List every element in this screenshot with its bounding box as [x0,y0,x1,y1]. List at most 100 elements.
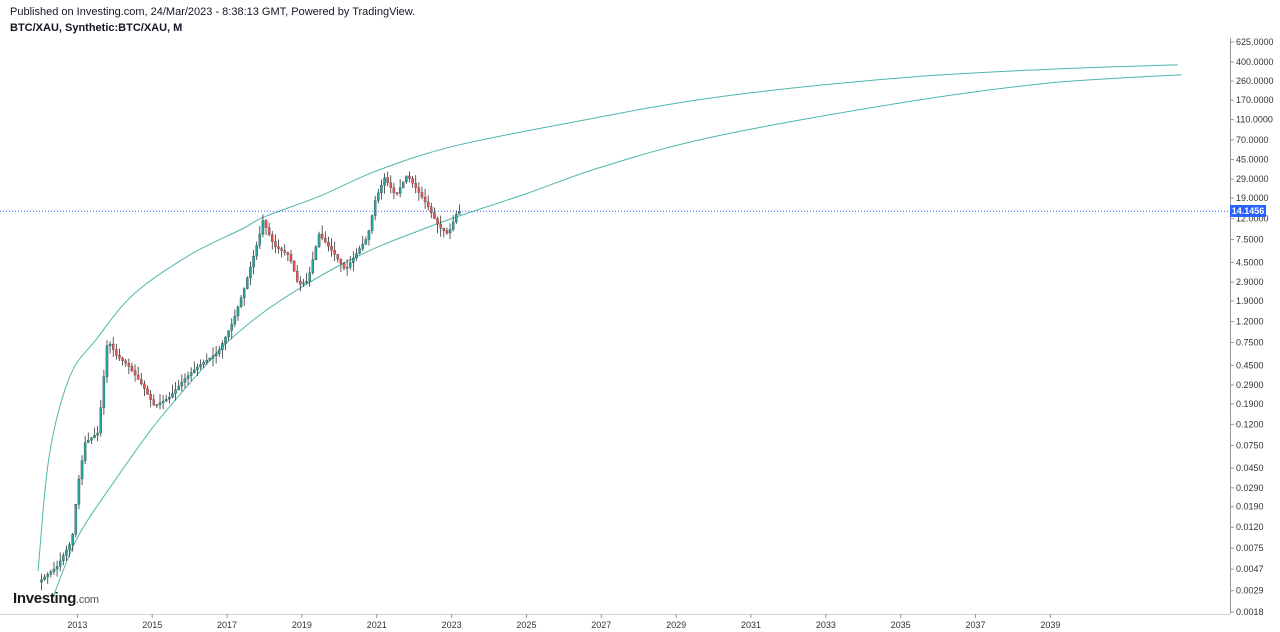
candle-body-up [345,267,349,269]
candle [90,437,93,444]
price-axis[interactable]: 625.0000 400.0000 260.0000 170.0000 110.0000… [1230,37,1274,617]
x-tick-label: 2015 [142,620,162,630]
candle-body-up [233,315,237,325]
candle [111,337,115,358]
candle [87,432,90,443]
candle-body-up [174,389,177,394]
candle-body-down [146,388,149,395]
candle [168,391,171,404]
candle-body-up [242,288,246,298]
candle-body-down [324,237,327,243]
candle-body-up [171,393,174,398]
candle-body-down [408,175,411,179]
candle [373,195,377,221]
candle-body-down [152,399,156,406]
lower-arc-line [52,74,1182,598]
candle [58,552,62,572]
candle-body-down [111,343,115,350]
candle-body-up [377,192,380,201]
y-tick-label: 0.0029 [1236,586,1264,596]
x-tick-label: 2039 [1040,620,1060,630]
candle-body-up [261,220,265,235]
candle [314,245,318,261]
y-tick-label: 400.0000 [1236,57,1274,67]
investing-logo: Investing.com [13,590,99,607]
candle [295,264,299,284]
candle [152,394,156,406]
candle-body-up [236,306,240,317]
candle [52,561,56,575]
candle [342,261,346,271]
candle [308,266,311,287]
candle [161,394,165,410]
candle-body-up [211,355,215,359]
candle-body-down [320,233,324,239]
candle-body-up [158,402,162,405]
candle [292,260,296,272]
candle [439,215,442,237]
candle [389,175,393,194]
candle-body-up [62,555,65,562]
candle-body-up [355,253,358,259]
x-tick-label: 2019 [292,620,312,630]
candle-body-up [246,277,249,289]
candle-body-up [214,353,218,357]
candle [99,400,103,437]
candle [377,188,380,204]
candle-body-up [108,343,112,346]
upper-arc-line [37,64,1178,572]
candle [423,188,427,209]
candle-body-down [299,281,302,285]
candle-body-up [186,375,190,379]
candle [77,474,81,510]
candle-body-down [423,197,427,203]
candle [133,364,137,382]
y-tick-label: 0.1200 [1236,419,1264,429]
y-tick-label: 2.9000 [1236,277,1264,287]
candle [96,425,99,442]
candle-body-down [420,192,424,198]
candle-body-up [199,364,202,368]
y-tick-label: 4.5000 [1236,257,1264,267]
candle [402,181,405,189]
candle [311,251,315,275]
y-tick-label: 45.0000 [1236,155,1269,165]
candle-body-up [230,323,233,331]
candle [355,248,358,261]
y-tick-label: 70.0000 [1236,135,1269,145]
candle-body-down [411,178,414,184]
candle [68,542,71,558]
candle [121,356,124,366]
candle-body-down [289,254,293,262]
candle-body-down [115,349,118,356]
candle-body-down [333,250,336,255]
candle-body-up [164,398,168,402]
y-tick-label: 7.5000 [1236,235,1264,245]
candle [183,373,187,389]
candle [336,254,340,263]
candle-body-up [90,437,93,441]
candle [155,403,159,409]
candle [230,318,233,339]
candle [455,210,458,225]
candle-body-up [102,376,106,408]
candle [127,358,131,375]
candle-body-up [183,378,187,383]
candle-body-up [258,233,262,246]
candle [442,227,446,238]
candle-body-up [367,230,371,240]
candle [330,238,333,257]
candle-body-down [442,228,446,231]
candle-body-down [124,360,127,364]
candle [258,225,262,249]
candle-body-up [373,200,377,216]
y-tick-label: 0.0075 [1236,543,1264,553]
candle [274,234,277,254]
y-tick-label: 0.0120 [1236,522,1264,532]
time-axis[interactable]: 2013 2015 2017 2019 2021 2023 2025 2027 2029 2031… [67,614,1060,630]
y-tick-label: 0.1900 [1236,399,1264,409]
candle-body-up [155,404,159,406]
candle-body-up [252,256,255,268]
candle-body-up [205,360,209,363]
